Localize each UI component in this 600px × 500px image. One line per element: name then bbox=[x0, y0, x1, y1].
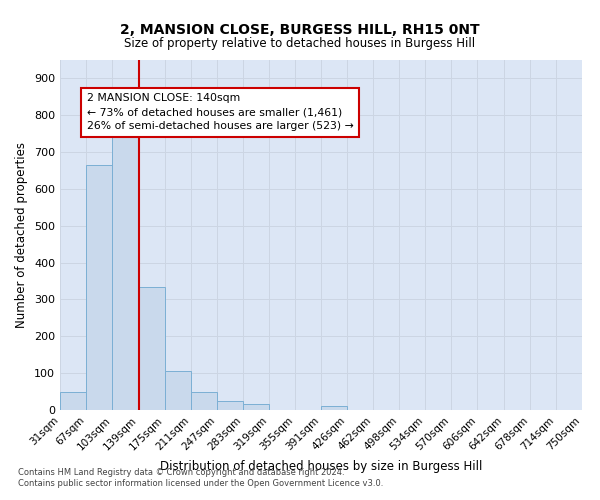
Bar bbox=[112, 134, 139, 410]
Bar bbox=[86, 165, 112, 410]
X-axis label: Distribution of detached houses by size in Burgess Hill: Distribution of detached houses by size … bbox=[160, 460, 482, 473]
Text: 2, MANSION CLOSE, BURGESS HILL, RH15 0NT: 2, MANSION CLOSE, BURGESS HILL, RH15 0NT bbox=[120, 22, 480, 36]
Bar bbox=[322, 406, 347, 410]
Bar bbox=[60, 392, 86, 410]
Bar bbox=[164, 370, 191, 410]
Bar bbox=[139, 286, 164, 410]
Bar bbox=[243, 404, 269, 410]
Text: Contains HM Land Registry data © Crown copyright and database right 2024.
Contai: Contains HM Land Registry data © Crown c… bbox=[18, 468, 383, 487]
Text: Size of property relative to detached houses in Burgess Hill: Size of property relative to detached ho… bbox=[124, 38, 476, 51]
Bar bbox=[191, 392, 217, 410]
Bar bbox=[217, 401, 243, 410]
Text: 2 MANSION CLOSE: 140sqm
← 73% of detached houses are smaller (1,461)
26% of semi: 2 MANSION CLOSE: 140sqm ← 73% of detache… bbox=[87, 93, 353, 131]
Y-axis label: Number of detached properties: Number of detached properties bbox=[16, 142, 28, 328]
